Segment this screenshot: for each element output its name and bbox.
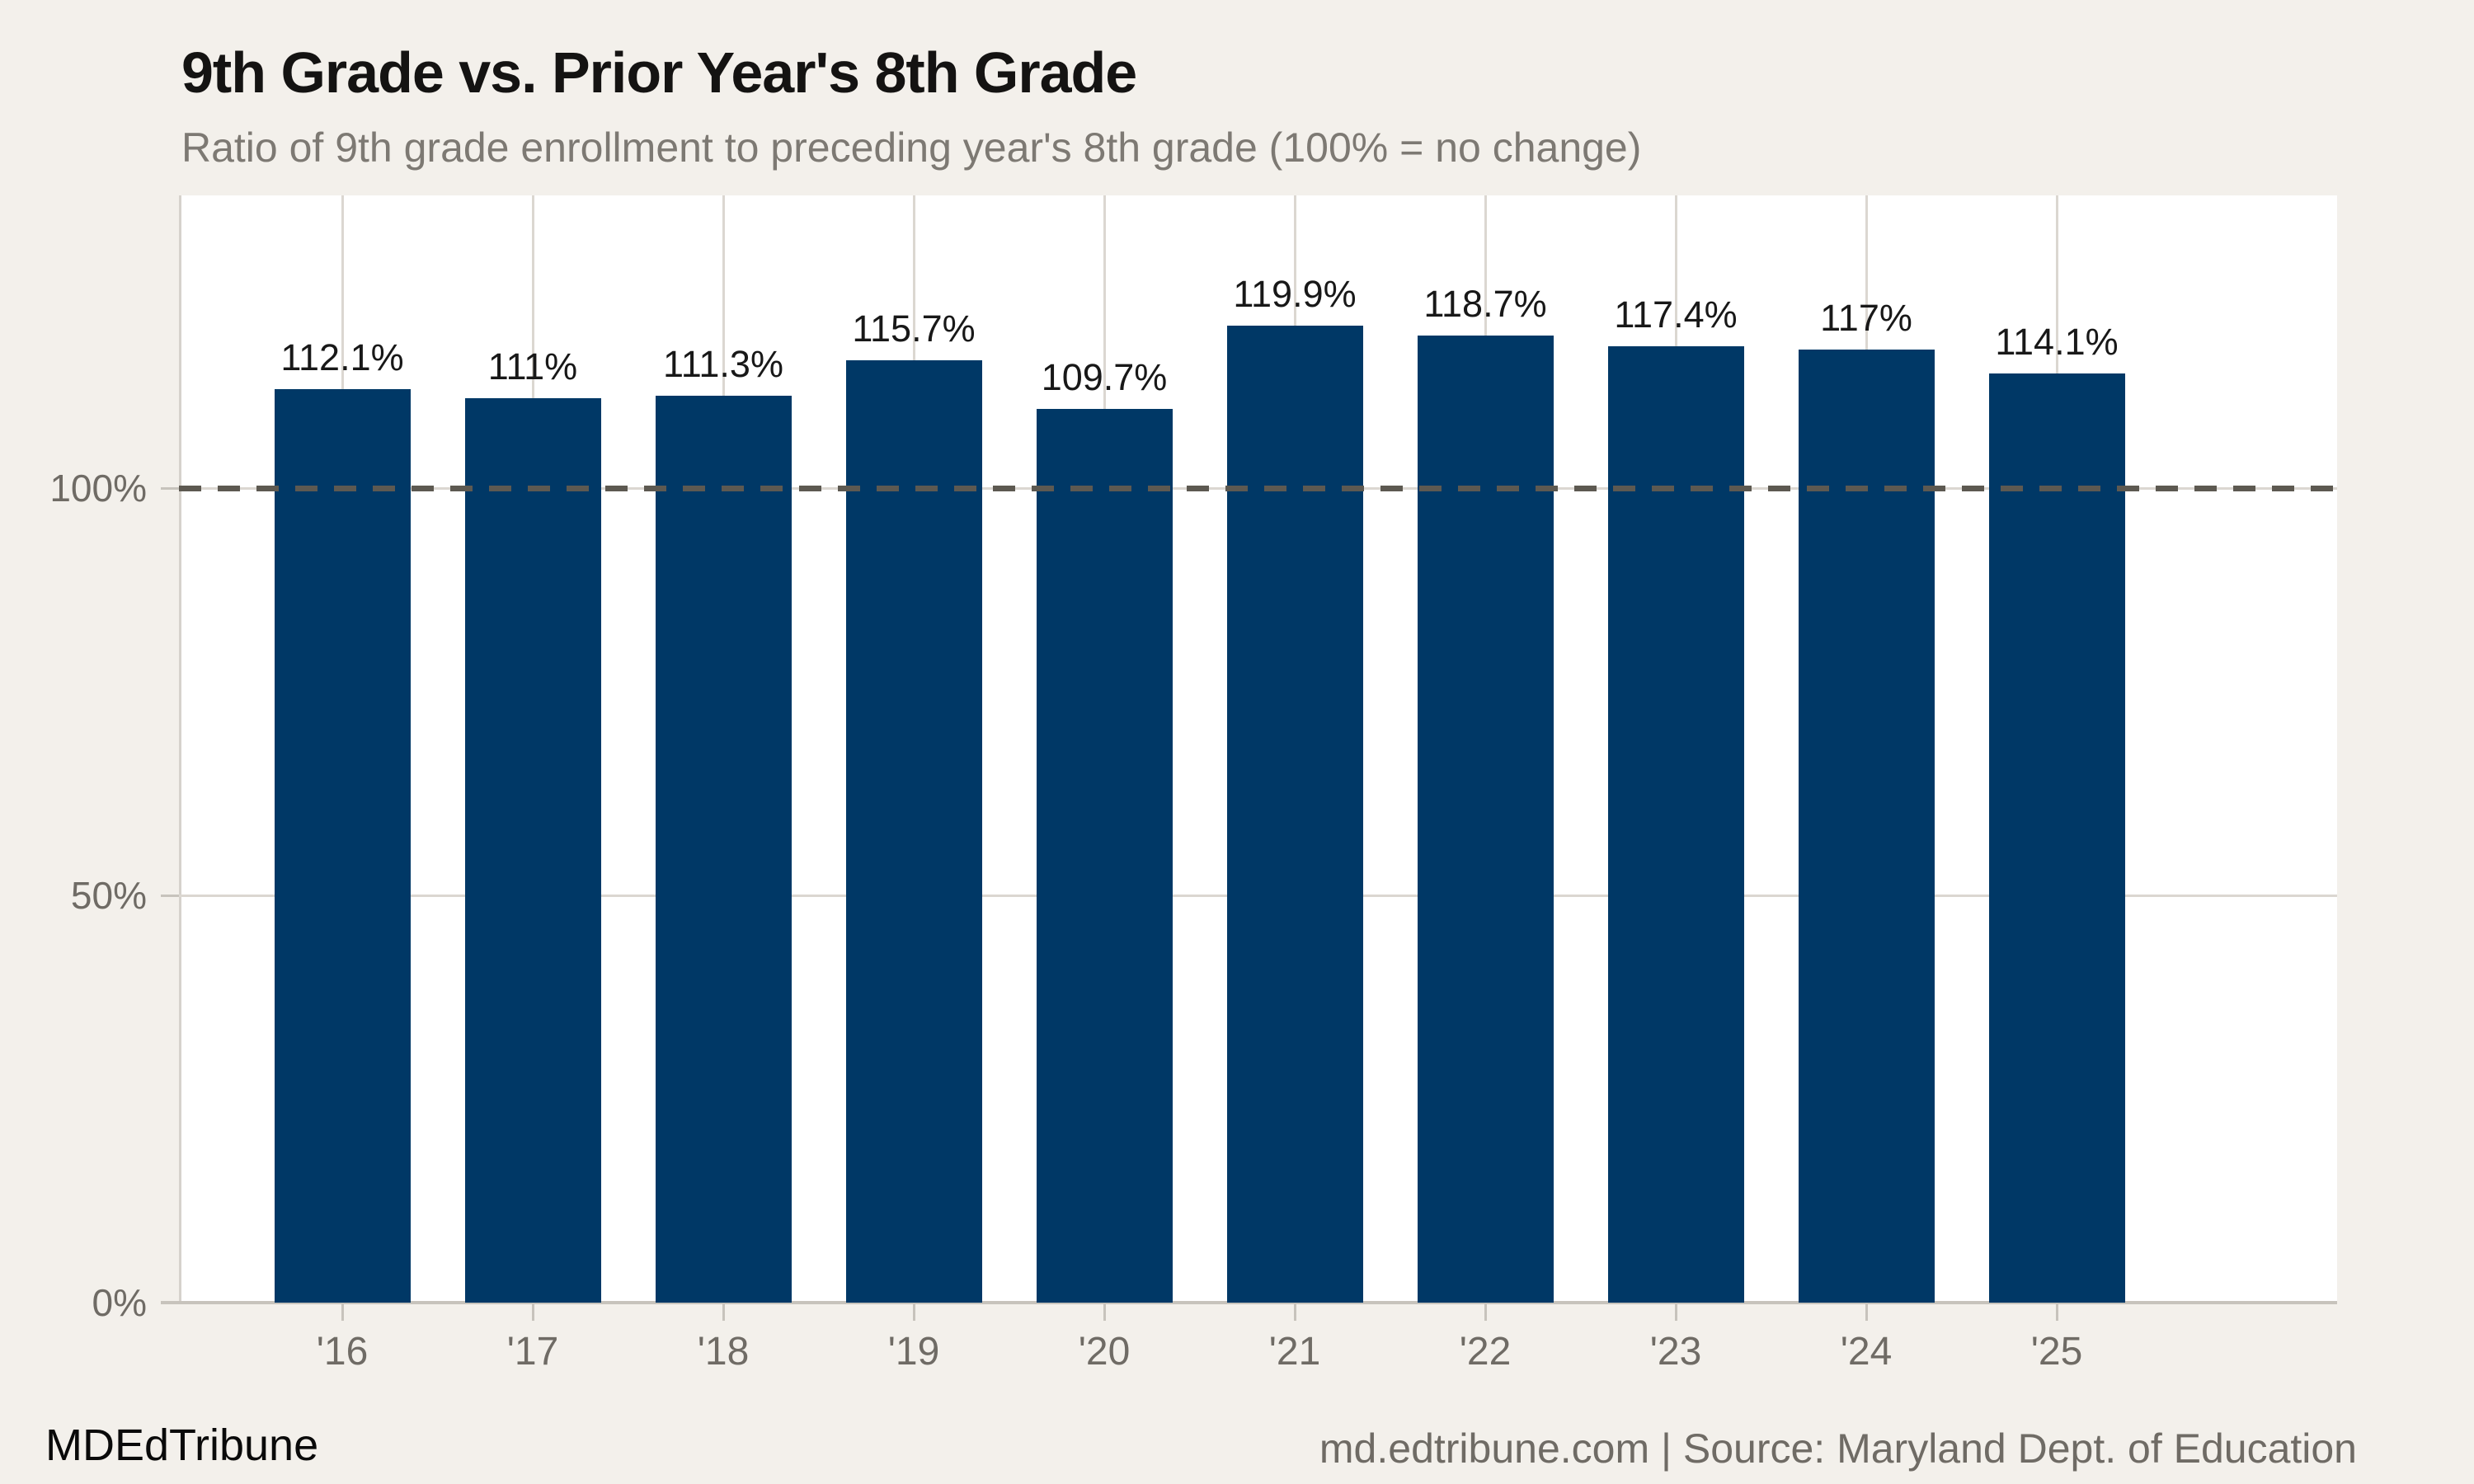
x-tick: [1865, 1303, 1868, 1321]
x-tick: [1103, 1303, 1106, 1321]
bar: [845, 359, 982, 1303]
y-axis-label: 50%: [70, 874, 147, 917]
x-tick: [1484, 1303, 1487, 1321]
y-axis-line: [179, 195, 181, 1303]
bar-value-label: 111%: [487, 345, 578, 388]
bar: [655, 396, 792, 1303]
x-tick: [912, 1303, 915, 1321]
y-axis-label: 0%: [92, 1281, 147, 1324]
x-axis-label: '16: [316, 1330, 369, 1374]
bar: [1417, 336, 1554, 1303]
x-axis-label: '20: [1078, 1330, 1131, 1374]
x-axis-line: [161, 1301, 2337, 1304]
x-axis-label: '23: [1649, 1330, 1702, 1374]
y-axis-label: 100%: [49, 467, 147, 510]
bar-value-label: 117.4%: [1614, 294, 1738, 336]
x-axis-label: '18: [697, 1330, 750, 1374]
y-tick: [161, 894, 179, 897]
chart-title: 9th Grade vs. Prior Year's 8th Grade: [181, 40, 1137, 105]
x-tick: [722, 1303, 725, 1321]
source-attribution: md.edtribune.com | Source: Maryland Dept…: [1319, 1425, 2357, 1472]
bar-value-label: 119.9%: [1233, 273, 1357, 316]
bar: [1798, 350, 1935, 1303]
chart-subtitle: Ratio of 9th grade enrollment to precedi…: [181, 124, 1642, 171]
y-tick: [161, 486, 179, 490]
x-axis-label: '21: [1268, 1330, 1321, 1374]
x-tick: [1293, 1303, 1296, 1321]
bar-value-label: 109.7%: [1041, 356, 1168, 399]
x-axis-label: '19: [887, 1330, 940, 1374]
bar: [1226, 326, 1363, 1303]
bar: [274, 389, 411, 1303]
plot-area: 112.1% 111% 111.3% 115.7% 109.7% 119.9% 118.7%…: [179, 195, 2337, 1303]
brand-logo-text: MDEdTribune: [45, 1421, 319, 1470]
bar: [1607, 346, 1744, 1303]
x-tick: [531, 1303, 534, 1321]
bar-value-label: 114.1%: [1995, 320, 2119, 363]
x-axis-label: '25: [2030, 1330, 2083, 1374]
x-axis-label: '17: [506, 1330, 559, 1374]
bar: [1036, 409, 1173, 1303]
bar-value-label: 111.3%: [663, 343, 783, 386]
x-axis-label: '24: [1840, 1330, 1893, 1374]
bar-value-label: 112.1%: [280, 336, 404, 379]
x-tick: [2055, 1303, 2058, 1321]
bar-value-label: 117%: [1820, 297, 1912, 340]
x-axis-label: '22: [1459, 1330, 1512, 1374]
bar: [464, 398, 601, 1303]
bar-value-label: 118.7%: [1423, 283, 1547, 326]
reference-line-100pct: [179, 485, 2337, 491]
bar-value-label: 115.7%: [852, 307, 976, 350]
x-tick: [341, 1303, 344, 1321]
x-tick: [1674, 1303, 1677, 1321]
bar: [1988, 373, 2125, 1303]
